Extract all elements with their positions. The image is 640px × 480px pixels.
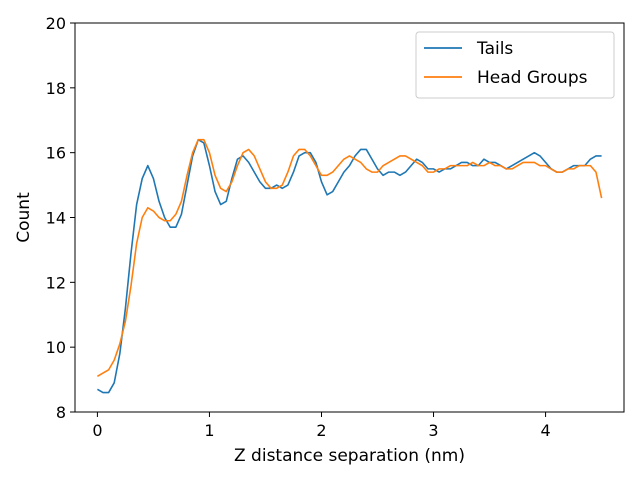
x-tick-label: 4 — [540, 421, 550, 440]
x-axis: 0 1 2 3 4 — [92, 412, 551, 440]
y-tick-label: 10 — [46, 338, 66, 357]
series-line-0 — [97, 138, 602, 394]
y-axis-label: Count — [14, 192, 34, 243]
legend-label: Tails — [476, 39, 513, 59]
legend-label: Head Groups — [477, 68, 588, 88]
x-tick-label: 1 — [204, 421, 214, 440]
y-tick-label: 20 — [46, 14, 66, 33]
legend-box — [415, 31, 615, 99]
x-tick-label: 3 — [428, 421, 438, 440]
y-tick-label: 8 — [56, 403, 66, 422]
y-tick-label: 18 — [46, 79, 66, 98]
series-layer — [97, 138, 603, 394]
legend: Tails Head Groups — [415, 31, 615, 99]
x-tick-label: 0 — [92, 421, 102, 440]
y-tick-label: 12 — [46, 273, 66, 292]
series-line-1 — [97, 138, 603, 378]
y-axis: 8 10 12 14 16 18 20 — [46, 14, 75, 422]
x-axis-label: Z distance separation (nm) — [234, 446, 465, 466]
y-tick-label: 14 — [46, 209, 66, 228]
y-tick-label: 16 — [46, 144, 66, 163]
x-tick-label: 2 — [316, 421, 326, 440]
